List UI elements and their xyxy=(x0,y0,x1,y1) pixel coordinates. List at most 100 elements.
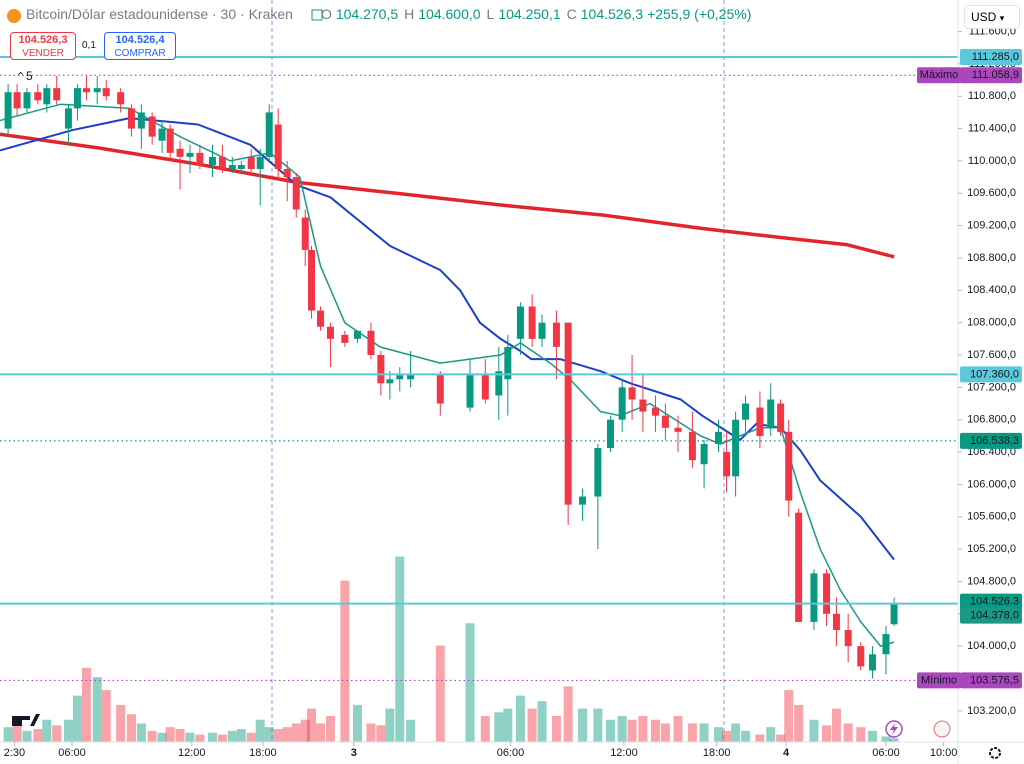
candle-body xyxy=(628,387,636,400)
price-label: 107.360,0 xyxy=(970,368,1019,380)
volume-bar xyxy=(435,645,445,742)
volume-bar xyxy=(843,723,853,742)
volume-bar xyxy=(316,723,326,742)
candle-body xyxy=(283,169,291,178)
candle-body xyxy=(767,399,775,428)
candle-body xyxy=(564,322,572,505)
candle-body xyxy=(651,407,659,416)
tv-logo xyxy=(12,714,40,726)
candle-body xyxy=(618,387,626,420)
volume-bar xyxy=(687,723,697,742)
volume-bar xyxy=(731,723,741,742)
alert-icon[interactable] xyxy=(885,720,903,738)
candle-body xyxy=(795,512,803,622)
candle-body xyxy=(73,88,81,109)
candle-body xyxy=(857,646,865,667)
y-tick-label: 108.000,0 xyxy=(967,317,1016,329)
ohlc-key: O xyxy=(320,6,332,22)
volume-bar xyxy=(340,580,350,742)
price-label-box xyxy=(960,67,1022,84)
buy-button[interactable]: 104.526,4 COMPRAR xyxy=(104,32,176,60)
volume-bar xyxy=(660,723,670,742)
y-tick-label: 104.800,0 xyxy=(967,575,1016,587)
candle-body xyxy=(237,164,245,170)
price-label: 111.285,0 xyxy=(972,51,1019,63)
buy-label: COMPRAR xyxy=(114,48,166,59)
volume-bar xyxy=(307,708,317,742)
spread: 0,1 xyxy=(82,40,96,51)
candle-body xyxy=(308,249,316,311)
y-tick-label: 110.800,0 xyxy=(968,90,1016,102)
price-tag: Máximo xyxy=(920,69,959,81)
volume-bar xyxy=(881,736,891,742)
settings[interactable] xyxy=(989,747,1001,759)
candle-body xyxy=(117,92,125,105)
volume-bar xyxy=(157,732,167,742)
currency-button[interactable]: USD ▾ xyxy=(964,5,1020,29)
volume-bar xyxy=(867,730,877,742)
ohlc: O 104.270,5 H 104.600,0 L 104.250,1 C 104.526,3 xyxy=(319,6,643,22)
candle-body xyxy=(53,88,61,101)
indicators-toggle-icon[interactable]: ⌃ xyxy=(16,71,25,83)
candle-body xyxy=(353,330,361,339)
x-tick-label: 12:00 xyxy=(610,747,638,759)
y-tick-label: 107.600,0 xyxy=(967,349,1016,361)
volume-bar xyxy=(527,708,537,742)
y-tick-label: 108.800,0 xyxy=(967,252,1016,264)
ohlc-value: 104.526,3 xyxy=(580,6,644,22)
volume-bar xyxy=(116,704,126,742)
candle-body xyxy=(326,326,334,339)
candle-body xyxy=(158,128,166,141)
volume-bar xyxy=(755,734,765,742)
volume-bar xyxy=(236,729,246,742)
candle-body xyxy=(64,108,72,129)
candle-body xyxy=(166,128,174,153)
x-tick-label: 3 xyxy=(351,747,357,759)
candle-body xyxy=(265,112,273,157)
candle-body xyxy=(274,124,282,170)
price-tag: Mínimo xyxy=(921,674,957,686)
buy-price: 104.526,4 xyxy=(115,34,165,46)
price-label: 106.538,3 xyxy=(970,435,1019,447)
market-flag[interactable] xyxy=(933,720,951,738)
price-label-box xyxy=(960,49,1022,66)
candle-body xyxy=(436,375,444,404)
candle-body xyxy=(292,177,300,210)
candle-body xyxy=(495,371,503,396)
y-tick-label: 106.800,0 xyxy=(967,414,1016,426)
volume-bar xyxy=(722,730,732,742)
ohlc-key: H xyxy=(404,6,415,22)
candle-body xyxy=(504,346,512,380)
sell-price: 104.526,3 xyxy=(18,34,68,46)
alert-icon-bolt xyxy=(890,723,898,735)
volume-bar xyxy=(175,729,185,742)
plot-area xyxy=(0,0,958,742)
flag-icon[interactable] xyxy=(311,9,323,21)
volume-bar xyxy=(465,623,475,742)
volume-bar xyxy=(673,716,683,742)
volume-bar xyxy=(638,716,648,742)
sell-button[interactable]: 104.526,3 VENDER xyxy=(10,32,76,60)
candle-body xyxy=(742,403,750,420)
volume-bar xyxy=(741,730,751,742)
x-tick-label: 2:30 xyxy=(4,747,25,759)
x-tick-label: 06:00 xyxy=(872,747,900,759)
ohlc-value: 104.270,5 xyxy=(335,6,399,22)
y-tick-label: 106.000,0 xyxy=(967,478,1016,490)
indicators-count[interactable]: 5 xyxy=(26,69,33,83)
volume-bar xyxy=(52,725,62,742)
symbol-title: Bitcoin/Dólar estadounidense · 30 · Krak… xyxy=(26,6,293,22)
volume-bar xyxy=(551,716,561,742)
volume-bar xyxy=(650,719,660,742)
candle-body xyxy=(396,375,404,380)
candle-body xyxy=(466,375,474,408)
x-tick-label: 10:00 xyxy=(930,747,958,759)
price-label: 104.526,3 xyxy=(970,596,1019,608)
candle-body xyxy=(756,407,764,436)
y-tick-label: 105.600,0 xyxy=(967,511,1016,523)
y-tick-label: 109.600,0 xyxy=(967,187,1016,199)
moving-average xyxy=(0,103,895,647)
volume-bar xyxy=(494,712,504,742)
volume-bar xyxy=(282,727,292,742)
price-label: 104.378,0 xyxy=(970,610,1019,622)
